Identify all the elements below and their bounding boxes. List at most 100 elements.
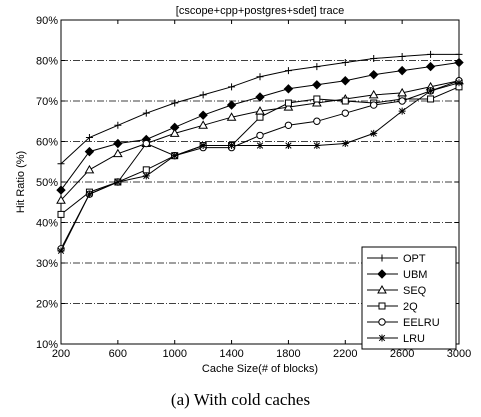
legend-label-opt: OPT — [403, 253, 426, 265]
data-point-lru — [85, 190, 93, 198]
data-point-opt — [171, 99, 179, 107]
data-point-ubm — [255, 92, 265, 102]
x-tick-label: 1800 — [276, 348, 300, 360]
data-point-ubm — [84, 146, 95, 157]
y-tick-label: 20% — [36, 299, 58, 311]
series-line-eelru — [60, 80, 460, 250]
data-point-seq — [56, 195, 66, 204]
data-point-ubm — [226, 100, 237, 110]
data-point-2q — [256, 113, 264, 121]
chart-title: [cscope+cpp+postgres+sdet] trace — [176, 5, 344, 17]
data-point-seq — [112, 148, 123, 158]
data-point-opt — [284, 67, 292, 75]
data-point-opt — [114, 121, 122, 129]
y-tick-label: 30% — [36, 258, 58, 270]
legend-marker-seq — [377, 284, 387, 294]
y-tick-label: 70% — [36, 96, 58, 108]
data-point-opt — [142, 109, 150, 117]
legend-label-2q: 2Q — [403, 301, 418, 313]
data-point-lru — [171, 152, 179, 160]
data-point-eelru — [256, 131, 264, 140]
data-point-2q — [142, 166, 150, 174]
data-point-2q — [313, 95, 321, 103]
data-point-seq — [84, 164, 95, 174]
data-point-seq — [169, 128, 180, 137]
data-point-opt — [370, 54, 378, 62]
data-point-lru — [228, 142, 236, 150]
legend-label-eelru: EELRU — [403, 317, 440, 329]
x-axis-label: Cache Size(# of blocks) — [202, 363, 318, 375]
data-point-lru — [398, 107, 406, 115]
data-point-lru — [114, 178, 122, 186]
legend-label-ubm: UBM — [403, 269, 427, 281]
figure-caption: (a) With cold caches — [170, 390, 311, 409]
legend-marker-opt — [378, 254, 386, 262]
y-tick-label: 90% — [36, 15, 58, 27]
x-tick-label: 600 — [109, 348, 127, 360]
data-point-eelru — [142, 139, 150, 148]
data-point-lru — [427, 87, 435, 95]
data-point-ubm — [369, 69, 379, 80]
legend-box — [361, 246, 457, 350]
y-tick-label: 80% — [36, 56, 58, 68]
data-point-2q — [57, 210, 65, 218]
data-point-seq — [368, 89, 379, 99]
data-point-lru — [256, 142, 264, 150]
data-point-lru — [199, 142, 207, 150]
data-point-eelru — [398, 97, 406, 105]
data-point-opt — [313, 63, 321, 71]
data-point-ubm — [425, 61, 436, 72]
data-point-opt — [455, 50, 463, 58]
data-point-eelru — [284, 121, 293, 130]
data-point-lru — [313, 142, 321, 150]
hit-ratio-chart: [cscope+cpp+postgres+sdet] trace 10% 20% 30… — [15, 5, 471, 375]
legend-marker-2q — [378, 302, 386, 310]
data-point-opt — [398, 52, 406, 60]
data-point-2q — [427, 95, 435, 103]
x-tick-label: 2600 — [390, 348, 414, 360]
data-point-eelru — [370, 101, 378, 109]
data-point-opt — [427, 50, 435, 58]
data-point-ubm — [397, 65, 407, 76]
data-point-seq — [226, 112, 237, 121]
data-point-ubm — [283, 84, 294, 94]
data-point-lru — [57, 247, 65, 255]
legend-marker-ubm — [377, 269, 387, 279]
legend-label-lru: LRU — [403, 333, 425, 345]
legend-marker-lru — [378, 334, 386, 342]
data-point-seq — [283, 102, 294, 111]
data-point-2q — [284, 99, 292, 107]
data-point-lru — [341, 140, 349, 148]
data-point-ubm — [340, 76, 350, 86]
y-tick-label: 50% — [36, 177, 58, 189]
data-point-eelru — [341, 109, 349, 117]
data-point-lru — [284, 142, 292, 150]
data-point-opt — [256, 73, 264, 81]
data-point-opt — [228, 83, 236, 91]
x-tick-label: 2200 — [333, 348, 357, 360]
data-point-ubm — [198, 110, 208, 120]
x-tick-label: 1400 — [219, 348, 243, 360]
y-tick-label: 40% — [36, 218, 58, 230]
y-tick-label: 60% — [36, 137, 58, 149]
data-point-2q — [341, 97, 349, 105]
legend-label-seq: SEQ — [403, 285, 427, 297]
series-line-ubm — [60, 62, 460, 191]
data-point-eelru — [313, 117, 321, 125]
data-point-ubm — [454, 57, 464, 68]
data-point-lru — [455, 79, 463, 87]
y-tick-label: 10% — [36, 339, 58, 351]
y-axis-label: Hit Ratio (%) — [15, 151, 27, 213]
x-tick-label: 1000 — [162, 348, 186, 360]
data-point-ubm — [113, 138, 123, 149]
legend-marker-eelru — [378, 318, 386, 326]
data-point-lru — [142, 172, 150, 180]
x-tick-label: 200 — [52, 348, 70, 360]
data-point-opt — [57, 160, 65, 168]
series-line-2q — [60, 86, 460, 215]
data-point-seq — [311, 98, 322, 107]
data-point-lru — [370, 129, 378, 137]
data-point-ubm — [56, 185, 66, 195]
data-point-seq — [198, 120, 209, 129]
data-point-opt — [85, 133, 93, 141]
